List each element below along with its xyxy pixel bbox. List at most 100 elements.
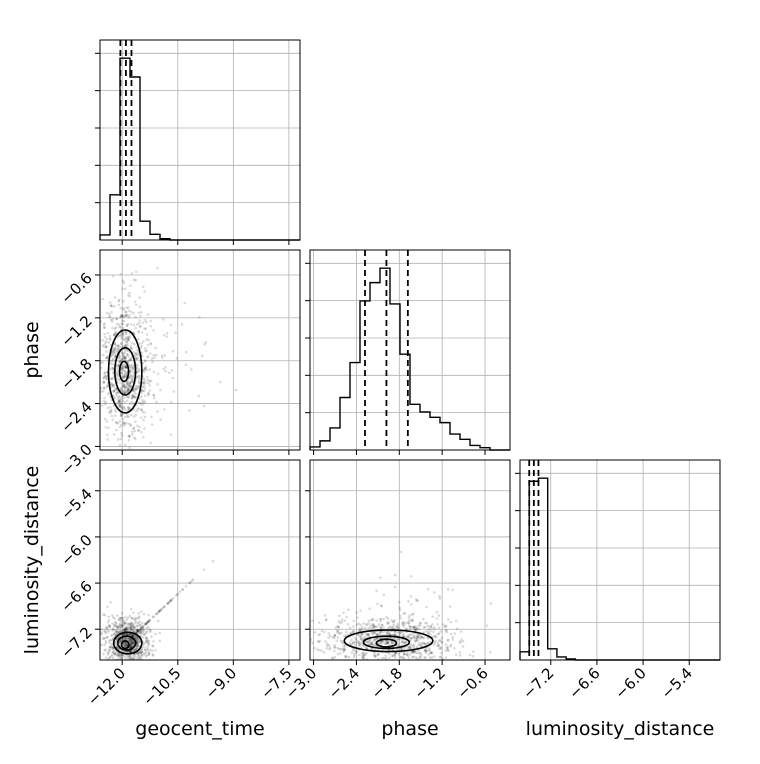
- scatter-point: [411, 633, 415, 636]
- scatter-point: [121, 417, 125, 421]
- scatter-point: [367, 633, 370, 636]
- scatter-point: [400, 656, 403, 659]
- scatter-point: [184, 584, 188, 588]
- scatter-point: [145, 653, 149, 657]
- scatter-point: [420, 635, 423, 639]
- scatter-point: [357, 622, 361, 625]
- scatter-point: [110, 642, 113, 646]
- scatter-point: [126, 322, 130, 326]
- scatter-point: [410, 650, 414, 654]
- scatter-point: [427, 631, 430, 634]
- scatter-point: [125, 399, 129, 403]
- scatter-point: [430, 651, 434, 655]
- scatter-point: [130, 617, 134, 620]
- scatter-point: [409, 595, 413, 598]
- scatter-point: [138, 632, 142, 635]
- scatter-point: [123, 372, 127, 376]
- scatter-point: [412, 612, 415, 616]
- scatter-point: [125, 389, 129, 393]
- scatter-point: [112, 353, 116, 356]
- scatter-point: [127, 293, 130, 297]
- scatter-point: [121, 653, 124, 657]
- scatter-point: [387, 639, 391, 643]
- scatter-point: [413, 661, 416, 664]
- scatter-point: [101, 338, 104, 342]
- scatter-point: [402, 621, 405, 624]
- scatter-point: [104, 631, 108, 635]
- scatter-point: [150, 415, 153, 419]
- scatter-point: [121, 354, 125, 358]
- scatter-point: [359, 637, 363, 640]
- scatter-point: [118, 357, 121, 360]
- scatter-point: [103, 386, 106, 390]
- scatter-point: [150, 357, 154, 360]
- scatter-point: [105, 420, 109, 423]
- scatter-point: [415, 627, 419, 631]
- scatter-points: [100, 266, 238, 450]
- scatter-point: [96, 668, 99, 671]
- scatter-point: [405, 662, 408, 665]
- scatter-point: [357, 634, 360, 637]
- scatter-point: [135, 353, 138, 357]
- scatter-point: [125, 343, 128, 347]
- y-tick-label: −1.2: [57, 312, 95, 350]
- scatter-point: [125, 644, 128, 648]
- scatter-point: [122, 405, 126, 409]
- scatter-point: [443, 625, 447, 629]
- scatter-point: [124, 626, 128, 630]
- scatter-point: [390, 625, 393, 628]
- scatter-point: [138, 628, 142, 632]
- scatter-point: [88, 615, 91, 618]
- scatter-point: [414, 636, 418, 639]
- scatter-point: [414, 625, 417, 629]
- scatter-point: [169, 599, 172, 603]
- scatter-point: [149, 319, 152, 323]
- scatter-point: [438, 597, 442, 600]
- scatter-point: [151, 654, 155, 657]
- scatter-point: [397, 644, 401, 648]
- scatter-point: [115, 428, 118, 432]
- scatter-point: [130, 430, 134, 434]
- scatter-point: [132, 664, 135, 667]
- scatter-point: [402, 624, 405, 628]
- scatter-point: [124, 336, 128, 339]
- scatter-point: [438, 639, 441, 642]
- scatter-point: [138, 319, 141, 322]
- scatter-point: [380, 627, 383, 630]
- scatter-point: [119, 400, 122, 404]
- scatter-point: [118, 346, 122, 350]
- scatter-point: [132, 415, 136, 418]
- scatter-point: [119, 388, 123, 391]
- histogram-panel-phase: [305, 249, 511, 455]
- scatter-point: [211, 559, 215, 563]
- scatter-point: [107, 410, 111, 414]
- scatter-point: [420, 635, 423, 639]
- scatter-point: [157, 610, 161, 613]
- scatter-point: [133, 429, 137, 433]
- scatter-point: [385, 663, 388, 666]
- scatter-point: [441, 657, 444, 660]
- scatter-point: [122, 628, 125, 632]
- scatter-point: [117, 654, 120, 657]
- scatter-point: [121, 326, 125, 330]
- scatter-point: [375, 589, 378, 593]
- scatter-point: [135, 323, 139, 326]
- scatter-point: [415, 599, 419, 603]
- scatter-point: [136, 636, 140, 640]
- scatter-point: [119, 629, 123, 633]
- scatter-point: [144, 381, 147, 385]
- scatter-point: [316, 640, 320, 643]
- scatter-point: [103, 371, 107, 374]
- scatter-point: [123, 344, 127, 348]
- scatter-point: [123, 338, 127, 342]
- scatter-point: [370, 631, 373, 635]
- scatter-point: [412, 650, 415, 653]
- scatter-point: [387, 648, 391, 652]
- scatter-point: [149, 342, 152, 345]
- scatter-point: [127, 655, 130, 659]
- scatter-point: [348, 641, 352, 645]
- scatter-point: [123, 623, 126, 627]
- scatter-point: [126, 415, 129, 418]
- scatter-point: [115, 402, 119, 406]
- scatter-point: [142, 384, 146, 388]
